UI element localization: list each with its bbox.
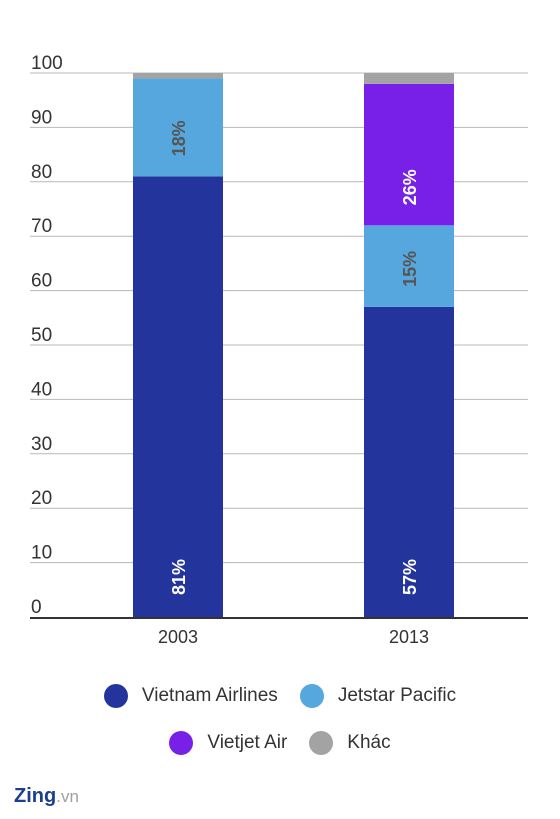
legend-label: Vietnam Airlines <box>141 685 278 706</box>
y-tick-label: 40 <box>31 379 52 400</box>
bar-segment-2013-0 <box>364 306 454 617</box>
logo-suffix: .vn <box>56 787 79 806</box>
x-tick-label: 2013 <box>389 627 429 647</box>
data-label: 81% <box>169 559 189 595</box>
data-label: 18% <box>169 120 189 156</box>
y-tick-label: 10 <box>31 543 52 564</box>
y-tick-label: 50 <box>31 325 52 346</box>
y-tick-label: 80 <box>31 162 52 183</box>
y-tick-label: 60 <box>31 271 52 292</box>
legend-label: Khác <box>347 732 391 753</box>
y-tick-label: 30 <box>31 434 52 455</box>
data-labels: 81% 18% 57% 15% 26% <box>169 120 420 595</box>
legend-label: Jetstar Pacific <box>337 685 457 706</box>
y-tick-label: 70 <box>31 216 52 237</box>
legend-swatch <box>309 731 334 755</box>
y-tick-label: 20 <box>31 488 52 509</box>
y-axis-ticks: 0 10 20 30 40 50 60 70 80 90 100 <box>31 53 63 618</box>
y-tick-label: 90 <box>31 107 52 128</box>
legend-label: Vietjet Air <box>207 732 288 753</box>
bar-segment-2003-3 <box>133 73 223 79</box>
y-tick-label: 100 <box>31 53 63 74</box>
logo-brand: Zing <box>14 785 57 807</box>
data-label: 15% <box>400 251 420 287</box>
bars <box>133 73 454 618</box>
legend-swatch <box>103 684 128 708</box>
zing-logo: Zing.vn <box>14 785 79 808</box>
x-axis-ticks: 2003 2013 <box>158 627 429 647</box>
legend-swatch <box>169 731 194 755</box>
legend-row-2: Vietjet Air Khác <box>0 731 560 755</box>
legend-swatch <box>299 684 324 708</box>
y-tick-label: 0 <box>31 597 42 618</box>
stacked-bar-chart: 0 10 20 30 40 50 60 70 80 90 100 81% 18% 57% 15% 26% 2… <box>30 53 528 647</box>
legend-item-vietnam-airlines: Vietnam Airlines <box>103 684 278 708</box>
data-label: 57% <box>400 559 420 595</box>
bar-segment-2013-2 <box>364 83 454 226</box>
legend-item-vietjet-air: Vietjet Air <box>169 731 287 755</box>
data-label: 26% <box>400 169 420 205</box>
legend-item-khac: Khác <box>309 731 391 755</box>
bar-segment-2013-3 <box>364 73 454 84</box>
legend-row-1: Vietnam Airlines Jetstar Pacific <box>0 684 560 708</box>
bar-segment-2013-1 <box>364 225 454 307</box>
bar-segment-2003-1 <box>133 78 223 177</box>
x-tick-label: 2003 <box>158 627 198 647</box>
legend-item-jetstar-pacific: Jetstar Pacific <box>299 684 457 708</box>
bar-segment-2003-0 <box>133 176 223 618</box>
